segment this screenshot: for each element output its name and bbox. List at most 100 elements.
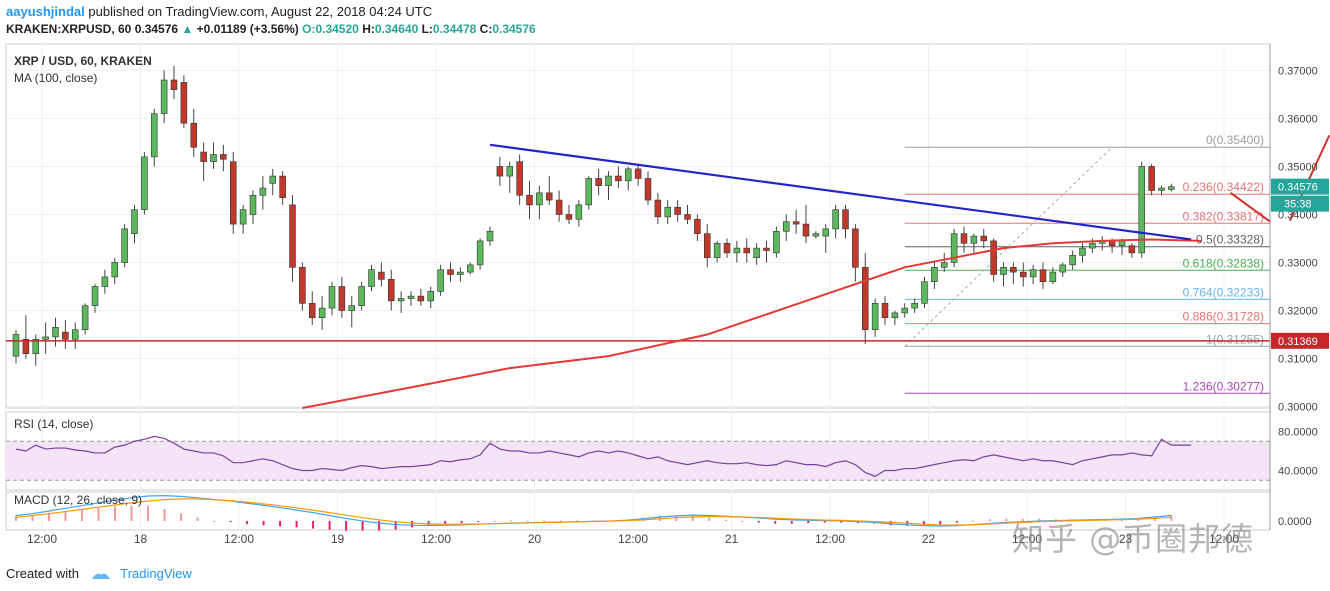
author-link[interactable]: aayushjindal: [6, 4, 85, 19]
macd-histogram-bar: [394, 520, 397, 530]
watermark-text: 知乎 @币圈邦德: [1012, 520, 1255, 558]
macd-histogram-bar: [972, 520, 975, 522]
macd-pane: MACD (12, 26, close, 9): [14, 493, 1173, 531]
candle-body: [733, 247, 741, 254]
candle-body: [536, 192, 543, 206]
y-tick-label: 0.36000: [1278, 113, 1318, 125]
publish-header: aayushjindal published on TradingView.co…: [6, 4, 432, 19]
candle-body: [150, 113, 158, 158]
candle-body: [703, 233, 711, 258]
candle-body: [575, 204, 583, 220]
macd-histogram-bar: [708, 517, 711, 521]
candle-body: [200, 151, 207, 162]
candle-body: [921, 281, 928, 304]
macd-histogram-bar: [691, 515, 694, 521]
candle-body: [180, 82, 188, 124]
chart-canvas[interactable]: 0(0.35400) 0.236(0.34422) 0.382(0.33817) 0.…: [0, 40, 1330, 560]
macd-histogram-bar: [114, 506, 117, 521]
macd-histogram-bar: [163, 509, 166, 521]
candle-body: [299, 266, 306, 304]
signal-line: [15, 498, 1172, 526]
fib-level-label: 1.236(0.30277): [1183, 379, 1264, 393]
candle-body: [565, 214, 573, 220]
candle-body: [585, 178, 593, 206]
candle-body: [555, 199, 563, 215]
countdown-tag: [1271, 195, 1329, 212]
candle-body: [81, 305, 89, 331]
macd-histogram-bar: [361, 520, 364, 531]
high-value: 0.34640: [374, 22, 419, 36]
macd-histogram-bar: [444, 520, 447, 525]
candle-body: [615, 175, 622, 182]
macd-histogram-bar: [295, 520, 298, 528]
candle-body: [526, 194, 533, 206]
candle-body: [605, 175, 612, 186]
candle-body: [1138, 166, 1146, 254]
fib-level-label: 0.764(0.32233): [1183, 285, 1264, 299]
change-value: +0.01189 (+3.56%): [196, 22, 299, 36]
candle-body: [259, 187, 267, 196]
macd-histogram-bar: [48, 512, 51, 521]
candle-body: [852, 228, 859, 268]
candle-body: [387, 279, 395, 302]
fib-level-label: 0.382(0.33817): [1183, 209, 1264, 223]
fibonacci-retracement: 0(0.35400) 0.236(0.34422) 0.382(0.33817) 0.…: [904, 133, 1270, 394]
last-price-tag: [1271, 178, 1329, 195]
candle-body: [940, 262, 948, 268]
y-tick-label: 0.33000: [1278, 257, 1318, 269]
fib-level-label: 0(0.35400): [1206, 133, 1264, 147]
candle-body: [1168, 186, 1175, 190]
candle-body: [308, 303, 316, 319]
candle-body: [239, 209, 247, 225]
macd-histogram-bar: [526, 520, 529, 522]
x-tick-label: 12:00: [618, 532, 648, 546]
candle-body: [684, 214, 691, 220]
candle-body: [358, 286, 365, 307]
x-tick-label: 18: [134, 532, 148, 546]
fib-level-label: 0.618(0.32838): [1183, 256, 1264, 270]
macd-histogram-bar: [1038, 518, 1041, 521]
candle-body: [763, 247, 770, 251]
candle-body: [52, 327, 59, 338]
support-price-tag: [1271, 332, 1329, 349]
ohlc-header: KRAKEN:XRPUSD, 60 0.34576 ▲ +0.01189 (+3…: [6, 22, 536, 36]
candle-body: [950, 233, 958, 263]
candle-body: [42, 336, 49, 340]
candle-body: [427, 291, 435, 302]
macd-histogram-bar: [180, 513, 183, 521]
y-tick-label: 0.30000: [1278, 402, 1318, 414]
candle-body: [71, 329, 79, 340]
countdown-label: 35:38: [1284, 199, 1312, 211]
tradingview-link[interactable]: TradingView: [120, 566, 192, 581]
candle-body: [723, 242, 731, 254]
candle-body: [624, 168, 632, 182]
macd-histogram-bar: [807, 520, 810, 524]
candle-body: [229, 161, 237, 225]
candle-body: [111, 262, 119, 278]
candle-body: [802, 223, 810, 237]
candle-body: [694, 218, 701, 234]
candle-body: [269, 175, 277, 184]
candle-body: [62, 331, 69, 340]
candle-body: [644, 178, 652, 201]
candle-body: [417, 295, 425, 302]
macd-histogram-bar: [955, 520, 958, 523]
x-tick-label: 12:00: [224, 532, 254, 546]
candle-body: [220, 154, 227, 160]
open-label: O:: [302, 22, 316, 36]
candle-body: [861, 266, 869, 331]
x-tick-label: 12:00: [27, 532, 57, 546]
candle-body: [22, 339, 30, 355]
published-text: published on TradingView.com, August 22,…: [88, 4, 433, 19]
fib-level-label: 0.5(0.33328): [1196, 233, 1264, 247]
macd-histogram-bar: [15, 515, 17, 521]
candle-body: [496, 166, 504, 177]
y-tick-label: 0.35000: [1278, 161, 1318, 173]
macd-histogram-bar: [922, 520, 925, 526]
macd-histogram-bar: [840, 520, 843, 523]
macd-histogram-bar: [130, 505, 133, 521]
candle-body: [131, 209, 138, 234]
x-tick-label: 12:00: [1209, 532, 1239, 546]
fib-level-label: 0.236(0.34422): [1183, 180, 1264, 194]
created-with-text: Created with: [6, 566, 79, 581]
